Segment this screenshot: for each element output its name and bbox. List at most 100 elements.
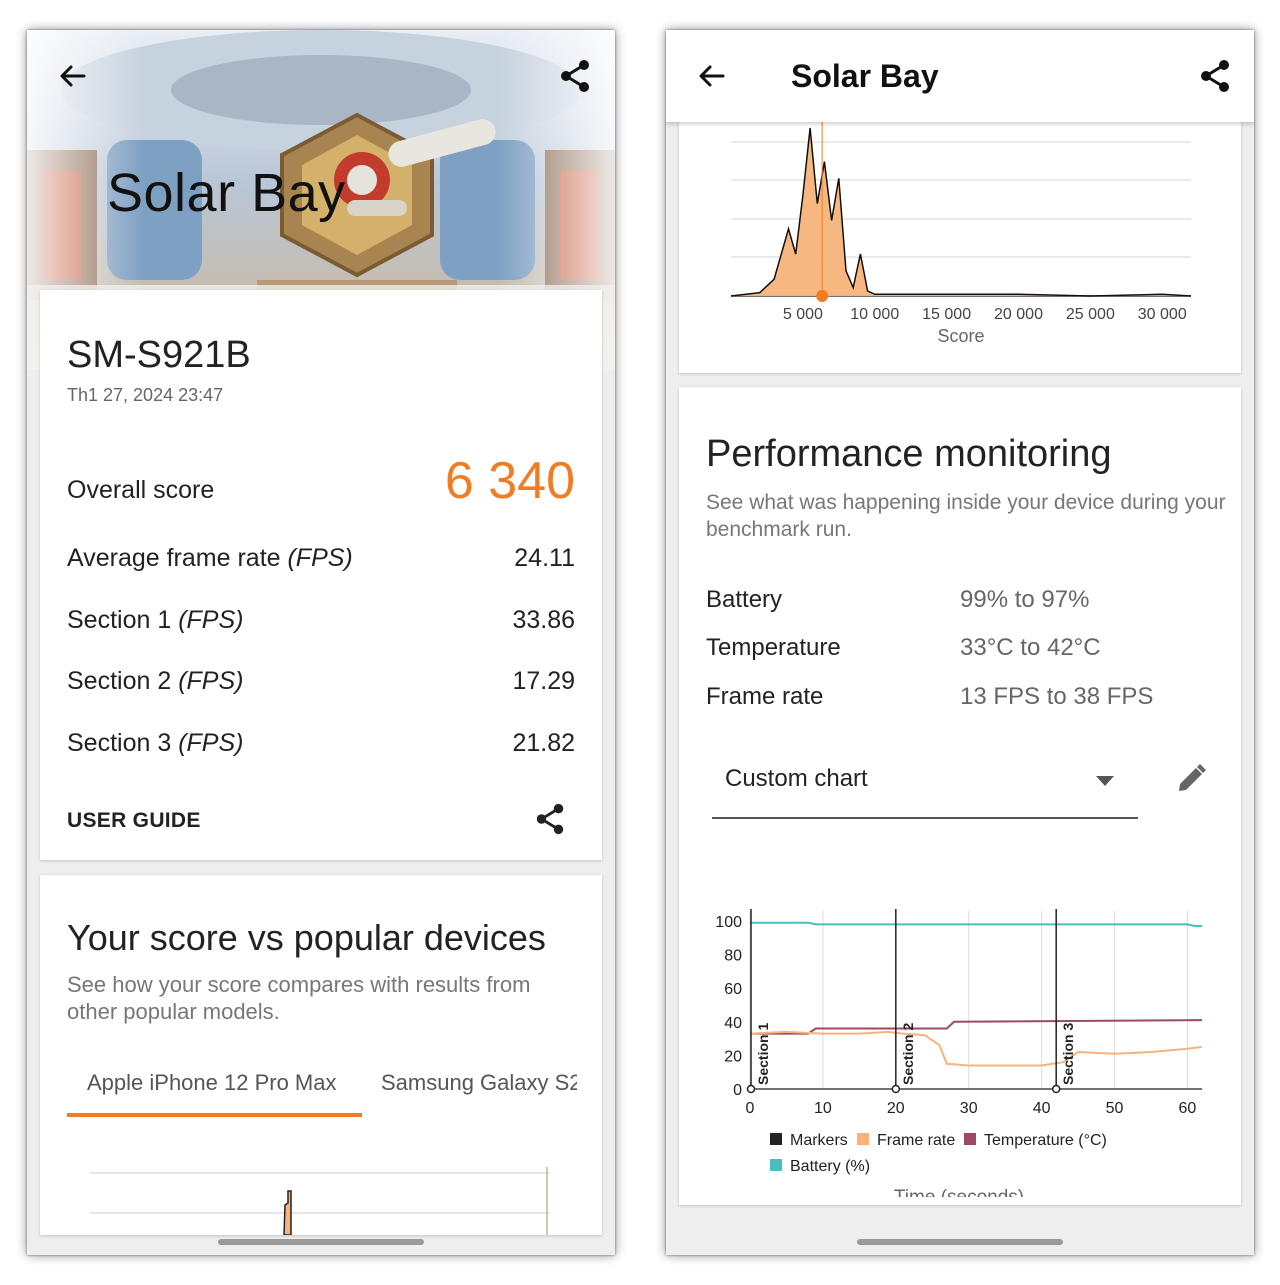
x-axis-title: Score (937, 326, 984, 346)
row-value: 21.82 (512, 729, 575, 757)
legend-label: Temperature (°C) (984, 1132, 1107, 1149)
comparison-title: Your score vs popular devices (67, 917, 546, 958)
section-marker-dot (746, 1084, 756, 1094)
legend-label: Markers (790, 1132, 848, 1149)
page-title: Solar Bay (791, 58, 939, 94)
legend-swatch (857, 1133, 869, 1145)
section-marker-dot (891, 1084, 901, 1094)
stat-value-frame-rate: 13 FPS to 38 FPS (960, 683, 1154, 710)
x-tick-label: 20 000 (994, 306, 1043, 323)
chart-type-dropdown[interactable]: Custom chart (712, 747, 1138, 819)
edit-pencil-icon[interactable] (1175, 763, 1207, 795)
series-line (750, 1019, 1203, 1035)
stat-value-temperature: 33°C to 42°C (960, 634, 1101, 661)
row-value: 33.86 (512, 606, 575, 634)
comparison-card: Your score vs popular devices See how yo… (40, 875, 602, 1235)
tab-apple-iphone-12-pro-max[interactable]: Apple iPhone 12 Pro Max (87, 1070, 337, 1095)
dropdown-selected-value: Custom chart (725, 765, 868, 792)
performance-chart: 100 80 60 40 20 00 10 20 30 40 50 60 Section 1 Sectio… (715, 909, 1203, 1197)
result-row: Section 3 (FPS) 21.82 (67, 718, 575, 758)
x-tick-label: 40 (1033, 1100, 1051, 1117)
section-title: Performance monitoring (706, 433, 1112, 475)
score-card: SM-S921B Th1 27, 2024 23:47 Overall scor… (40, 290, 602, 860)
section-marker-label: Section 3 (1060, 1023, 1076, 1085)
row-value: 24.11 (514, 544, 575, 572)
overall-score-row: Overall score 6 340 (67, 452, 575, 510)
row-label: Section 3 (67, 729, 179, 757)
device-name: SM-S921B (67, 334, 251, 376)
distribution-area (731, 128, 1191, 296)
tab-samsung-galaxy[interactable]: Samsung Galaxy S2 (381, 1070, 577, 1095)
share-icon[interactable] (533, 802, 567, 836)
distribution-line (730, 127, 1192, 297)
back-arrow-icon[interactable] (57, 60, 89, 92)
benchmark-title: Solar Bay (107, 163, 346, 223)
series-line (750, 921, 1202, 927)
x-tick-label: 20 (887, 1100, 905, 1117)
section-marker-label: Section 1 (755, 1023, 771, 1085)
x-tick-label: 60 (1179, 1100, 1197, 1117)
x-tick-label: 0 (746, 1100, 755, 1117)
result-row: Average frame rate (FPS) 24.11 (67, 533, 575, 573)
row-unit: (FPS) (287, 544, 353, 572)
x-tick-label: 30 (960, 1100, 978, 1117)
row-label: Section 1 (67, 606, 179, 634)
x-axis-title: Time (seconds) (894, 1187, 1024, 1197)
share-icon[interactable] (557, 58, 593, 94)
legend-swatch (964, 1133, 976, 1145)
stat-label-battery: Battery (706, 586, 783, 613)
row-value: 17.29 (512, 667, 575, 695)
score-distribution-chart: 5 000 10 000 15 000 20 000 25 000 30 000 Score (730, 110, 1192, 346)
y-tick-label: 40 (724, 1015, 742, 1032)
stat-label-temperature: Temperature (706, 634, 841, 661)
y-tick-label: 20 (724, 1048, 742, 1065)
result-row: Section 2 (FPS) 17.29 (67, 656, 575, 696)
legend-swatch (770, 1133, 782, 1145)
row-label: Section 2 (67, 667, 179, 695)
legend-swatch (770, 1159, 782, 1171)
section-marker-dot (1051, 1084, 1061, 1094)
y-tick-label: 0 (733, 1082, 742, 1099)
run-date: Th1 27, 2024 23:47 (67, 385, 224, 405)
back-arrow-icon[interactable] (696, 60, 728, 92)
user-guide-link[interactable]: USER GUIDE (67, 809, 201, 832)
histogram-peak (283, 1190, 292, 1235)
legend-label: Frame rate (877, 1132, 955, 1149)
results-screen: Solar Bay SM-S921B Th1 27, 2024 23:47 Ov… (27, 30, 615, 1255)
x-tick-label: 5 000 (783, 306, 823, 323)
performance-monitoring-card: Performance monitoring See what was happ… (679, 387, 1241, 1205)
dropdown-arrow-icon[interactable] (1095, 775, 1115, 787)
gesture-nav-bar[interactable] (218, 1239, 424, 1245)
overall-score-label: Overall score (67, 476, 215, 504)
y-tick-label: 100 (715, 914, 742, 931)
overall-score-value: 6 340 (444, 452, 575, 510)
row-unit: (FPS) (178, 606, 244, 634)
section-marker-label: Section 2 (900, 1023, 916, 1085)
row-unit: (FPS) (178, 667, 244, 695)
x-tick-label: 50 (1106, 1100, 1124, 1117)
x-tick-label: 15 000 (922, 306, 971, 323)
stat-label-frame-rate: Frame rate (706, 683, 824, 710)
performance-screen: Solar Bay 5 000 10 000 15 000 20 000 25 000 3… (666, 30, 1254, 1255)
legend-label: Battery (%) (790, 1158, 870, 1175)
active-tab-indicator (67, 1113, 362, 1117)
comparison-chart (90, 1167, 550, 1235)
row-label: Average frame rate (67, 544, 288, 572)
gesture-nav-bar[interactable] (857, 1239, 1063, 1245)
share-icon[interactable] (1197, 58, 1233, 94)
x-tick-label: 10 (814, 1100, 832, 1117)
app-bar: Solar Bay (666, 30, 1254, 122)
comparison-description: See how your score compares with results… (67, 972, 531, 1024)
stat-value-battery: 99% to 97% (960, 586, 1090, 613)
section-description: See what was happening inside your devic… (706, 491, 1226, 541)
y-tick-label: 60 (724, 981, 742, 998)
x-tick-label: 25 000 (1066, 306, 1115, 323)
your-score-marker (816, 290, 829, 302)
x-tick-label: 30 000 (1138, 306, 1187, 323)
result-row: Section 1 (FPS) 33.86 (67, 595, 575, 635)
x-tick-label: 10 000 (850, 306, 899, 323)
y-tick-label: 80 (724, 948, 742, 965)
row-unit: (FPS) (178, 729, 244, 757)
series-line (749, 1030, 1203, 1067)
score-distribution-card: 5 000 10 000 15 000 20 000 25 000 30 000 Score (679, 110, 1241, 373)
